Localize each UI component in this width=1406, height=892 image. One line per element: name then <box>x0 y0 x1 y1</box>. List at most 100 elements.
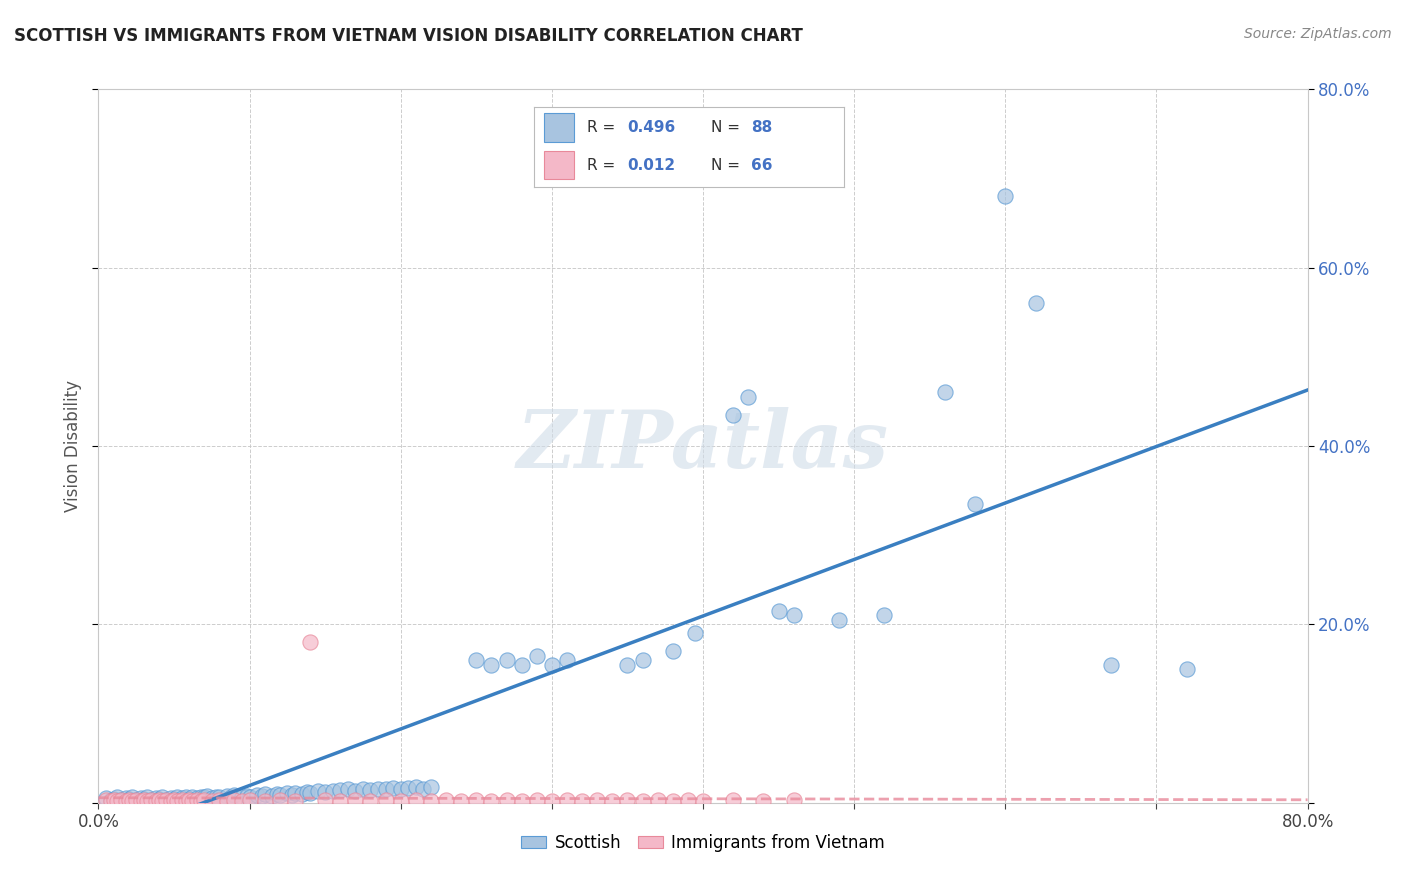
Point <box>723 408 745 422</box>
Point <box>322 784 344 798</box>
Point <box>150 794 173 808</box>
Point <box>121 794 143 808</box>
Point <box>129 791 152 805</box>
Point <box>141 793 163 807</box>
Point <box>389 794 412 808</box>
Point <box>190 794 212 808</box>
Point <box>526 648 548 663</box>
Point <box>181 794 204 808</box>
Point <box>752 794 775 808</box>
Point <box>450 794 472 808</box>
Bar <box>544 113 575 142</box>
Point <box>266 787 288 801</box>
Point <box>114 791 136 805</box>
Point <box>269 793 291 807</box>
Point <box>246 788 269 802</box>
Point <box>540 657 562 672</box>
Point <box>344 784 367 798</box>
Point <box>873 608 896 623</box>
Point <box>314 793 336 807</box>
Point <box>828 613 851 627</box>
Point <box>647 793 669 807</box>
Point <box>208 793 231 807</box>
Point <box>1099 657 1122 672</box>
Point <box>150 789 173 804</box>
Point <box>631 653 654 667</box>
Point <box>145 791 167 805</box>
Point <box>103 793 125 807</box>
Point <box>135 790 157 805</box>
Point <box>602 794 624 808</box>
Text: R =: R = <box>586 158 620 173</box>
Point <box>299 786 322 800</box>
Point <box>179 792 201 806</box>
Point <box>616 657 638 672</box>
Point <box>201 791 224 805</box>
Point <box>215 794 238 808</box>
Point <box>737 390 759 404</box>
Point <box>215 789 238 803</box>
Point <box>314 785 336 799</box>
Point <box>481 794 503 808</box>
Point <box>231 794 253 808</box>
Point <box>118 792 141 806</box>
Point <box>132 793 155 807</box>
Point <box>163 793 186 807</box>
Point <box>307 784 329 798</box>
Point <box>155 793 177 807</box>
Point <box>284 794 307 808</box>
Point <box>281 788 304 802</box>
Point <box>190 789 212 804</box>
Point <box>526 793 548 807</box>
Point <box>405 793 427 807</box>
Point <box>412 782 434 797</box>
Point <box>118 793 141 807</box>
Text: 66: 66 <box>751 158 772 173</box>
Point <box>121 790 143 805</box>
Text: 88: 88 <box>751 120 772 135</box>
Point <box>224 788 246 802</box>
Point <box>208 790 231 805</box>
Point <box>224 793 246 807</box>
Point <box>103 792 125 806</box>
Point <box>148 793 170 807</box>
Point <box>510 657 533 672</box>
Point <box>291 787 314 801</box>
Point <box>631 794 654 808</box>
Point <box>329 783 352 797</box>
Point <box>170 791 193 805</box>
Point <box>201 794 224 808</box>
Text: 0.012: 0.012 <box>627 158 675 173</box>
Point <box>676 793 699 807</box>
Point <box>262 789 284 803</box>
Point <box>174 794 197 808</box>
Point <box>193 793 215 807</box>
Text: N =: N = <box>710 158 744 173</box>
Point <box>352 782 374 797</box>
Point <box>250 789 273 803</box>
Point <box>163 792 186 806</box>
Point <box>135 794 157 808</box>
Point <box>396 780 419 795</box>
Point <box>723 793 745 807</box>
Point <box>132 792 155 806</box>
Point <box>100 793 122 807</box>
Point <box>405 780 427 794</box>
Point <box>110 793 132 807</box>
Point <box>360 783 382 797</box>
Point <box>181 790 204 805</box>
Point <box>299 635 322 649</box>
Point <box>571 794 593 808</box>
Point <box>160 794 183 808</box>
Text: N =: N = <box>710 120 744 135</box>
Point <box>434 793 457 807</box>
Text: 0.496: 0.496 <box>627 120 675 135</box>
Point <box>934 385 956 400</box>
Point <box>125 793 148 807</box>
Point <box>105 794 128 808</box>
Text: ZIPatlas: ZIPatlas <box>517 408 889 484</box>
Point <box>495 653 517 667</box>
Point <box>166 794 188 808</box>
Point <box>295 785 318 799</box>
Y-axis label: Vision Disability: Vision Disability <box>63 380 82 512</box>
